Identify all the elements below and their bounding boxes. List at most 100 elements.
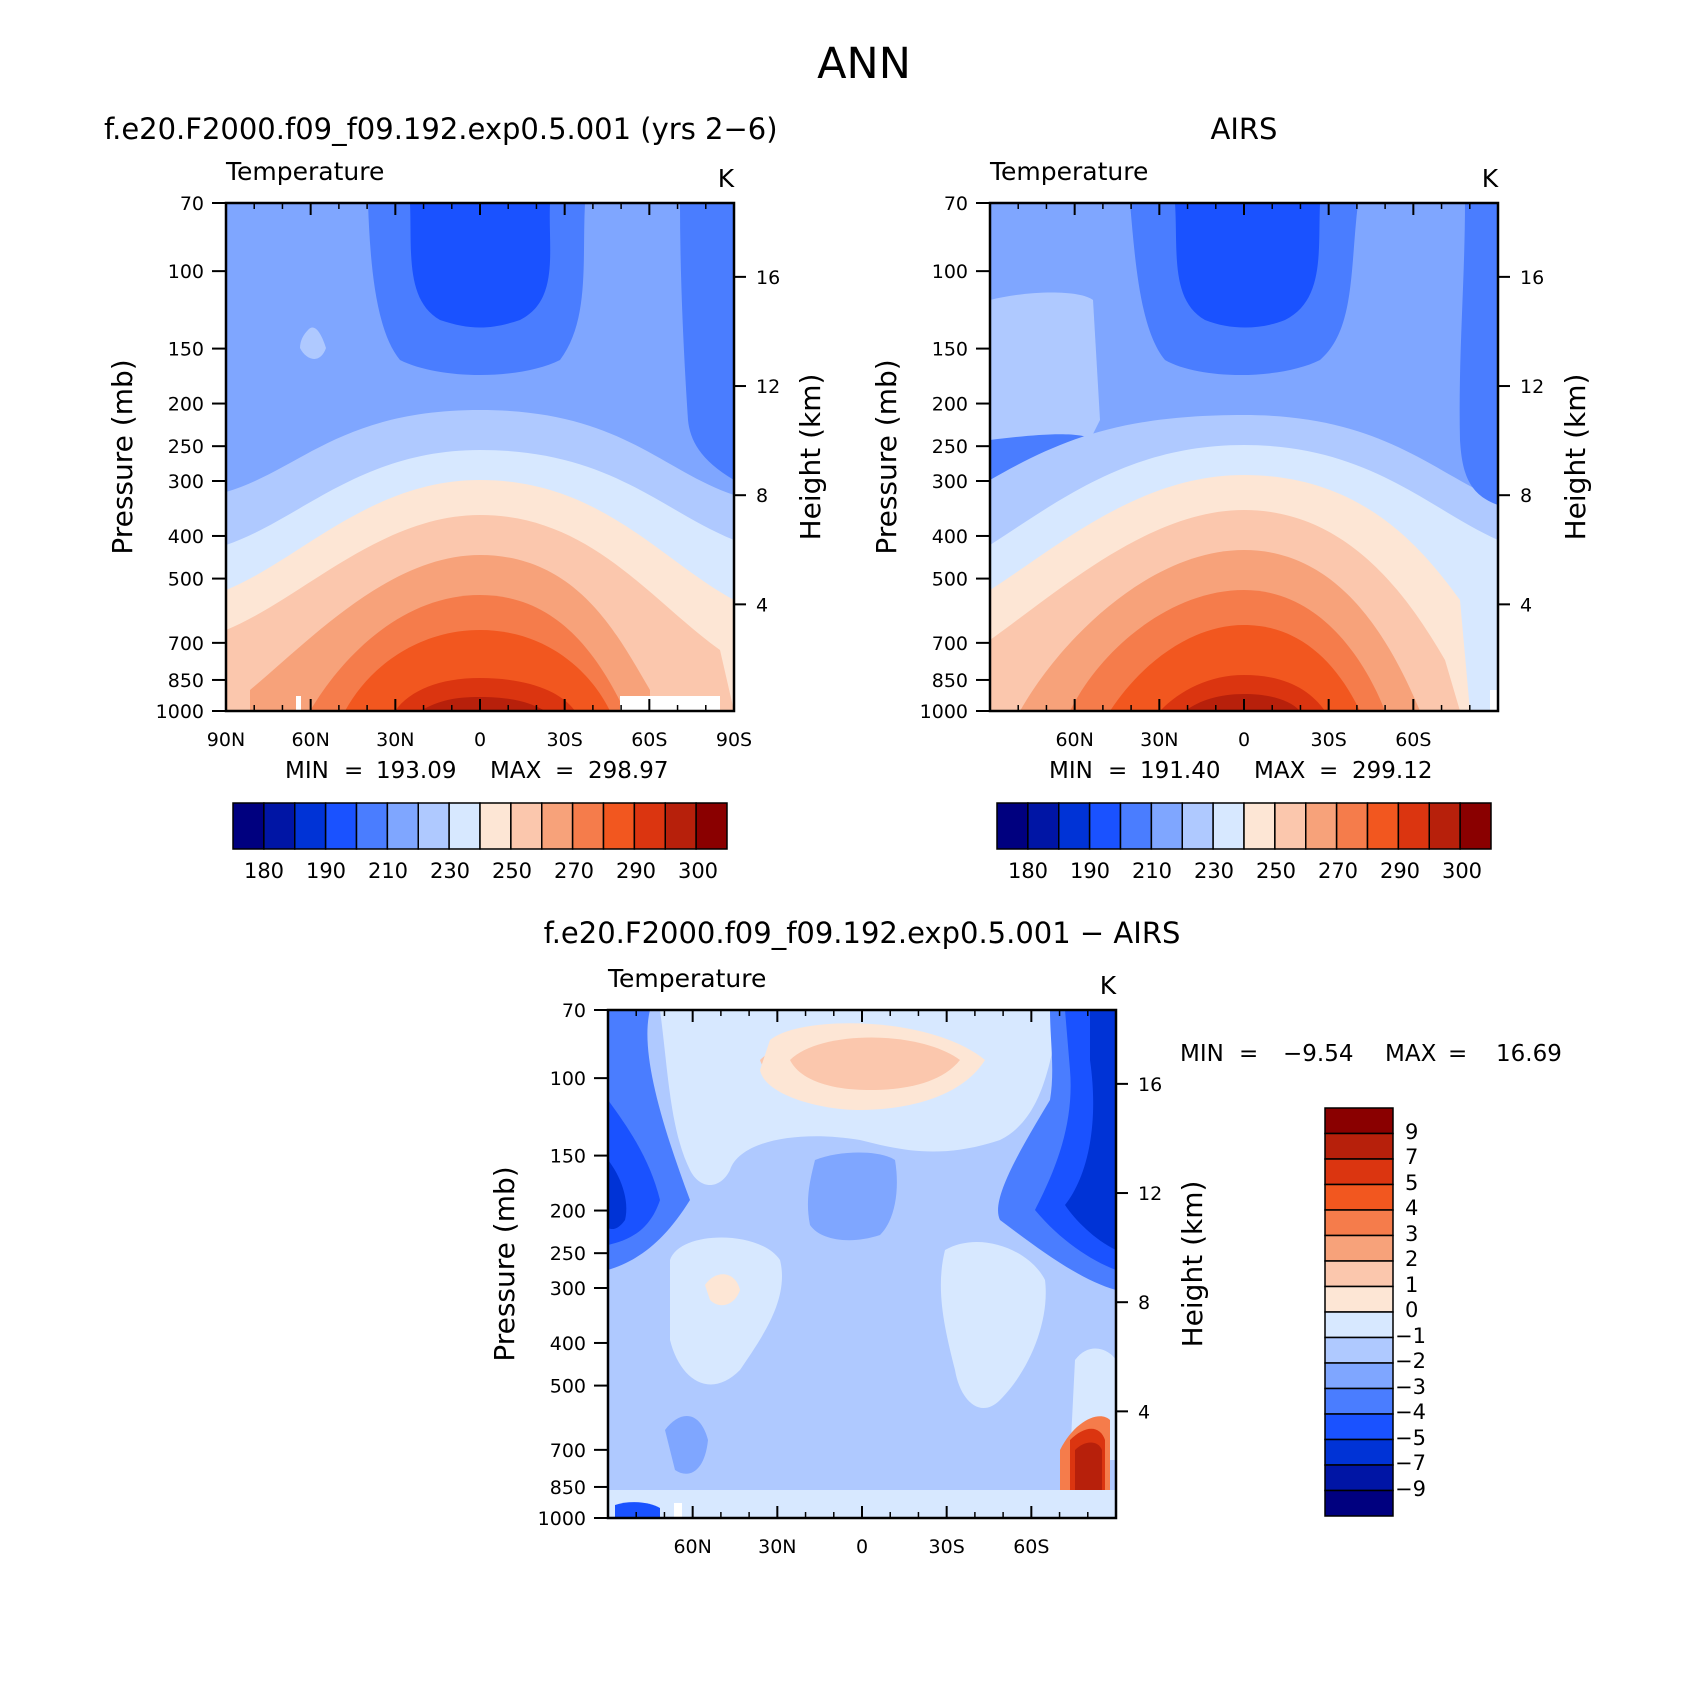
model-pressure-tick-label: 150 bbox=[168, 339, 204, 361]
diff-lat-tick-label: 60S bbox=[1013, 1536, 1049, 1558]
diff-cb-label: −5 bbox=[1395, 1426, 1426, 1450]
diff-cb-label: −9 bbox=[1395, 1477, 1426, 1501]
obs-cb-label: 250 bbox=[1256, 859, 1296, 883]
diff-pressure-ticks: 70 100 150 200 250 300 400 500 700 850 1000 bbox=[538, 1000, 608, 1530]
diff-pressure-tick-label: 700 bbox=[550, 1440, 586, 1462]
obs-ylabel: Pressure (mb) bbox=[870, 359, 903, 554]
model-height-tick-label: 12 bbox=[756, 376, 780, 398]
model-max-eq: = bbox=[555, 758, 574, 784]
figure-title: ANN bbox=[817, 39, 911, 89]
obs-max-eq: = bbox=[1319, 758, 1338, 784]
model-contour-field bbox=[226, 203, 734, 711]
obs-pressure-tick-label: 150 bbox=[932, 339, 968, 361]
diff-subtitle: Temperature bbox=[607, 964, 766, 993]
diff-cb-label: −4 bbox=[1395, 1400, 1426, 1424]
obs-band-sp-light bbox=[1465, 614, 1498, 680]
obs-colorbar-swatch bbox=[1459, 802, 1492, 850]
obs-lat-tick-label: 60N bbox=[1055, 729, 1093, 751]
model-cb-label: 250 bbox=[492, 859, 532, 883]
model-cb-label: 300 bbox=[678, 859, 718, 883]
model-lat-tick-label: 0 bbox=[474, 729, 486, 751]
diff-height-ticks: 16 12 8 4 bbox=[1116, 1074, 1162, 1423]
diff-colorbar-swatch bbox=[1324, 1209, 1394, 1237]
diff-colorbar-swatch bbox=[1324, 1132, 1394, 1160]
diff-cb-label: 5 bbox=[1405, 1171, 1418, 1195]
diff-missing bbox=[674, 1503, 682, 1518]
obs-pressure-tick-label: 300 bbox=[932, 471, 968, 493]
diff-pressure-tick-label: 500 bbox=[550, 1376, 586, 1398]
model-colorbar-swatch bbox=[695, 802, 728, 850]
diff-cb-label: 3 bbox=[1405, 1222, 1418, 1246]
obs-lat-tick-label: 0 bbox=[1238, 729, 1250, 751]
diff-band-sp-surface-max bbox=[1075, 1442, 1102, 1490]
diff-pressure-tick-label: 200 bbox=[550, 1201, 586, 1223]
obs-colorbar-swatch bbox=[1088, 802, 1122, 850]
model-colorbar-swatch bbox=[633, 802, 666, 850]
diff-cb-label: −1 bbox=[1395, 1324, 1426, 1348]
obs-pressure-tick-label: 700 bbox=[932, 633, 968, 655]
model-colorbar-swatch bbox=[294, 802, 327, 850]
model-colorbar-swatch bbox=[417, 802, 450, 850]
model-cb-label: 270 bbox=[554, 859, 594, 883]
obs-lat-tick-label: 30S bbox=[1311, 729, 1347, 751]
diff-minmax: MIN = −9.54 MAX = 16.69 bbox=[1180, 1041, 1562, 1067]
model-lat-ticks: 90N 60N 30N 0 30S 60S 90S bbox=[207, 203, 752, 751]
obs-subtitle: Temperature bbox=[989, 157, 1148, 186]
model-cb-label: 290 bbox=[616, 859, 656, 883]
model-pressure-tick-label: 500 bbox=[168, 569, 204, 591]
diff-lat-ticks: 60N 30N 0 30S 60S bbox=[607, 1010, 1117, 1558]
model-colorbar-swatch bbox=[355, 802, 389, 850]
model-height-ticks: 16 12 8 4 bbox=[734, 267, 780, 616]
obs-colorbar-swatch bbox=[1119, 802, 1153, 850]
model-max-value: 298.97 bbox=[588, 758, 668, 784]
obs-pressure-tick-label: 850 bbox=[932, 670, 968, 692]
model-missing-2 bbox=[296, 696, 301, 711]
model-pressure-tick-label: 1000 bbox=[156, 701, 204, 723]
diff-cb-label: 0 bbox=[1405, 1298, 1418, 1322]
model-colorbar-swatch bbox=[541, 802, 574, 850]
diff-max-value: 16.69 bbox=[1496, 1041, 1562, 1067]
obs-ylabel-right: Height (km) bbox=[1559, 374, 1592, 541]
diff-colorbar-swatch bbox=[1324, 1387, 1394, 1415]
diff-cb-label: 1 bbox=[1405, 1273, 1418, 1297]
panel-obs: AIRS Temperature K 70 100 150 200 250 300 400 5… bbox=[870, 112, 1592, 883]
model-units: K bbox=[718, 164, 735, 193]
obs-contour-field bbox=[990, 203, 1498, 711]
diff-band-mid-light-left bbox=[670, 1237, 782, 1385]
model-cb-label: 190 bbox=[306, 859, 346, 883]
model-lat-tick-label: 30N bbox=[376, 729, 414, 751]
diff-pressure-tick-label: 250 bbox=[550, 1243, 586, 1265]
model-min-label: MIN bbox=[285, 758, 329, 784]
model-lat-tick-label: 60N bbox=[291, 729, 329, 751]
obs-lat-tick-label: 30N bbox=[1140, 729, 1178, 751]
obs-colorbar-swatch bbox=[1428, 802, 1461, 850]
diff-cb-label: 7 bbox=[1405, 1145, 1418, 1169]
obs-colorbar-swatch bbox=[1274, 802, 1307, 850]
model-subtitle: Temperature bbox=[225, 157, 384, 186]
obs-pressure-tick-label: 70 bbox=[944, 193, 968, 215]
obs-height-tick-label: 4 bbox=[1520, 594, 1532, 616]
diff-colorbar-swatch bbox=[1324, 1489, 1394, 1517]
model-cb-label: 210 bbox=[368, 859, 408, 883]
model-colorbar-swatch bbox=[263, 802, 296, 850]
obs-band-np-light bbox=[990, 292, 1100, 440]
model-band-np-blip bbox=[300, 327, 326, 359]
diff-min-eq: = bbox=[1239, 1041, 1258, 1067]
obs-height-tick-label: 12 bbox=[1520, 376, 1544, 398]
model-cb-label: 230 bbox=[430, 859, 470, 883]
diff-colorbar-swatch bbox=[1324, 1260, 1394, 1288]
model-min-eq: = bbox=[344, 758, 363, 784]
diff-band-lower-blue bbox=[665, 1416, 708, 1474]
model-colorbar-swatch bbox=[324, 802, 358, 850]
obs-colorbar-swatch bbox=[1335, 802, 1369, 850]
model-colorbar-swatch bbox=[232, 802, 265, 850]
obs-max-label: MAX bbox=[1254, 758, 1306, 784]
diff-band-sp-coldest bbox=[1065, 1010, 1116, 1250]
obs-colorbar-swatch bbox=[1058, 802, 1091, 850]
diff-pressure-tick-label: 400 bbox=[550, 1333, 586, 1355]
model-pressure-ticks: 70 100 150 200 250 300 400 500 700 850 1000 bbox=[156, 193, 226, 723]
diff-panel-title: f.e20.F2000.f09_f09.192.exp0.5.001 − AIR… bbox=[544, 916, 1181, 950]
obs-colorbar-swatch bbox=[1305, 802, 1338, 850]
diff-ylabel: Pressure (mb) bbox=[488, 1166, 521, 1361]
model-min-value: 193.09 bbox=[376, 758, 456, 784]
